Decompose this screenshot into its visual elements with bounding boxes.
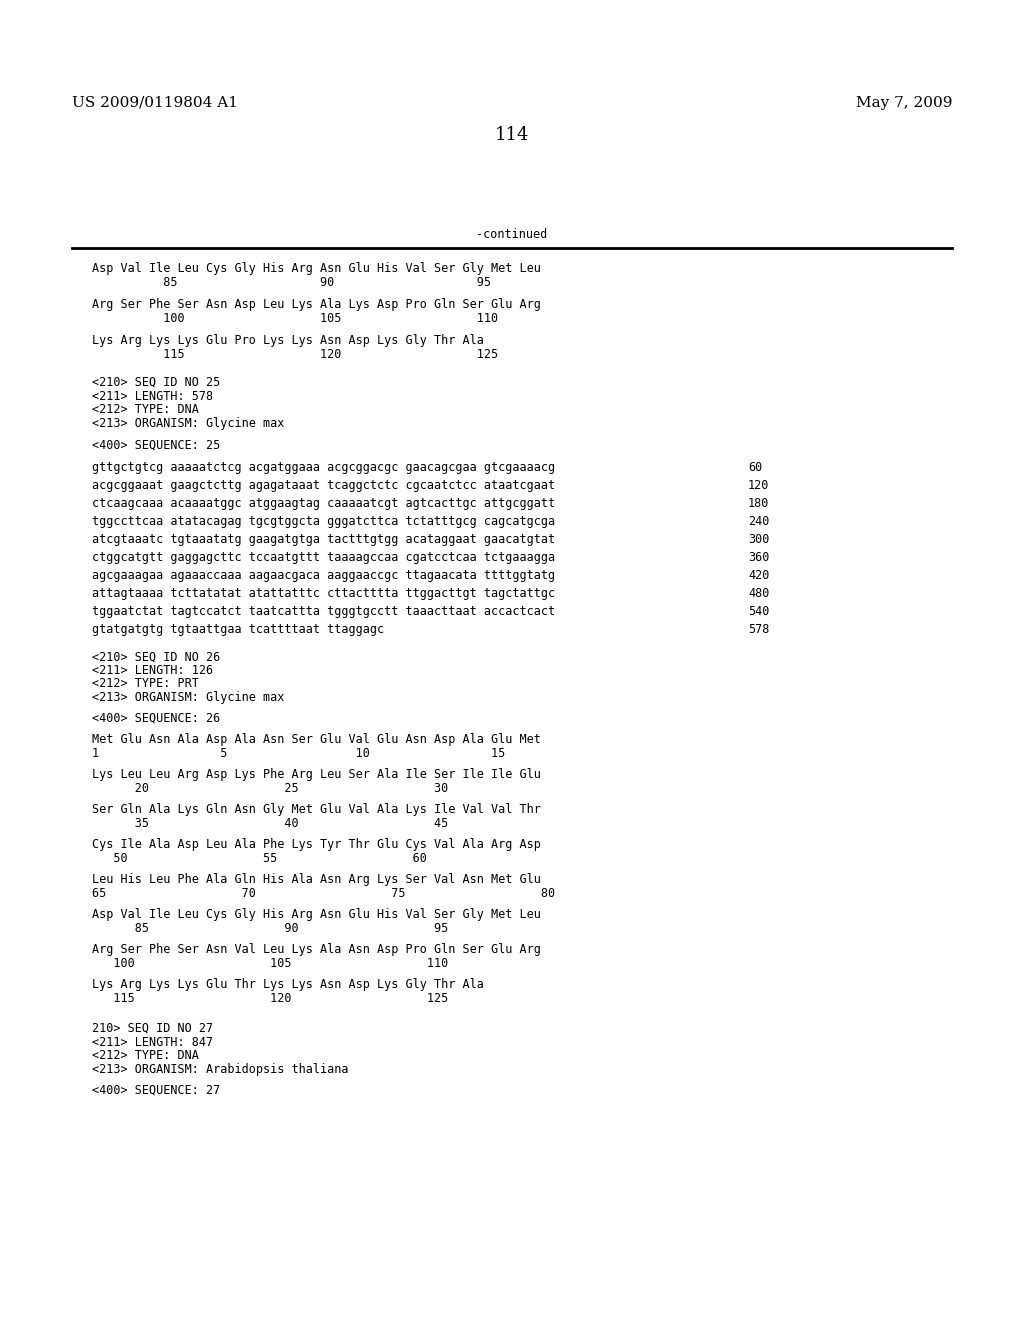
- Text: Arg Ser Phe Ser Asn Asp Leu Lys Ala Lys Asp Pro Gln Ser Glu Arg: Arg Ser Phe Ser Asn Asp Leu Lys Ala Lys …: [92, 298, 541, 312]
- Text: <212> TYPE: PRT: <212> TYPE: PRT: [92, 677, 199, 690]
- Text: May 7, 2009: May 7, 2009: [855, 96, 952, 110]
- Text: ctggcatgtt gaggagcttc tccaatgttt taaaagccaa cgatcctcaa tctgaaagga: ctggcatgtt gaggagcttc tccaatgttt taaaagc…: [92, 550, 555, 564]
- Text: 210> SEQ ID NO 27: 210> SEQ ID NO 27: [92, 1022, 213, 1035]
- Text: Leu His Leu Phe Ala Gln His Ala Asn Arg Lys Ser Val Asn Met Glu: Leu His Leu Phe Ala Gln His Ala Asn Arg …: [92, 873, 541, 886]
- Text: Lys Arg Lys Lys Glu Thr Lys Lys Asn Asp Lys Gly Thr Ala: Lys Arg Lys Lys Glu Thr Lys Lys Asn Asp …: [92, 978, 484, 991]
- Text: Met Glu Asn Ala Asp Ala Asn Ser Glu Val Glu Asn Asp Ala Glu Met: Met Glu Asn Ala Asp Ala Asn Ser Glu Val …: [92, 733, 541, 746]
- Text: 114: 114: [495, 125, 529, 144]
- Text: 100                   105                   110: 100 105 110: [92, 312, 499, 325]
- Text: 100                   105                   110: 100 105 110: [92, 957, 449, 970]
- Text: <213> ORGANISM: Glycine max: <213> ORGANISM: Glycine max: [92, 690, 285, 704]
- Text: 180: 180: [748, 498, 769, 510]
- Text: tggaatctat tagtccatct taatcattta tgggtgcctt taaacttaat accactcact: tggaatctat tagtccatct taatcattta tgggtgc…: [92, 605, 555, 618]
- Text: 115                   120                   125: 115 120 125: [92, 348, 499, 360]
- Text: <211> LENGTH: 126: <211> LENGTH: 126: [92, 664, 213, 677]
- Text: <400> SEQUENCE: 25: <400> SEQUENCE: 25: [92, 440, 220, 451]
- Text: agcgaaagaa agaaaccaaa aagaacgaca aaggaaccgc ttagaacata ttttggtatg: agcgaaagaa agaaaccaaa aagaacgaca aaggaac…: [92, 569, 555, 582]
- Text: Lys Leu Leu Arg Asp Lys Phe Arg Leu Ser Ala Ile Ser Ile Ile Glu: Lys Leu Leu Arg Asp Lys Phe Arg Leu Ser …: [92, 768, 541, 781]
- Text: <211> LENGTH: 847: <211> LENGTH: 847: [92, 1036, 213, 1049]
- Text: 35                   40                   45: 35 40 45: [92, 817, 449, 830]
- Text: tggccttcaa atatacagag tgcgtggcta gggatcttca tctatttgcg cagcatgcga: tggccttcaa atatacagag tgcgtggcta gggatct…: [92, 515, 555, 528]
- Text: 578: 578: [748, 623, 769, 636]
- Text: gtatgatgtg tgtaattgaa tcattttaat ttaggagc: gtatgatgtg tgtaattgaa tcattttaat ttaggag…: [92, 623, 384, 636]
- Text: <210> SEQ ID NO 25: <210> SEQ ID NO 25: [92, 376, 220, 389]
- Text: 20                   25                   30: 20 25 30: [92, 781, 449, 795]
- Text: <213> ORGANISM: Arabidopsis thaliana: <213> ORGANISM: Arabidopsis thaliana: [92, 1063, 348, 1076]
- Text: <213> ORGANISM: Glycine max: <213> ORGANISM: Glycine max: [92, 417, 285, 430]
- Text: -continued: -continued: [476, 228, 548, 242]
- Text: Arg Ser Phe Ser Asn Val Leu Lys Ala Asn Asp Pro Gln Ser Glu Arg: Arg Ser Phe Ser Asn Val Leu Lys Ala Asn …: [92, 942, 541, 956]
- Text: atcgtaaatc tgtaaatatg gaagatgtga tactttgtgg acataggaat gaacatgtat: atcgtaaatc tgtaaatatg gaagatgtga tactttg…: [92, 533, 555, 546]
- Text: 60: 60: [748, 461, 762, 474]
- Text: 240: 240: [748, 515, 769, 528]
- Text: Lys Arg Lys Lys Glu Pro Lys Lys Asn Asp Lys Gly Thr Ala: Lys Arg Lys Lys Glu Pro Lys Lys Asn Asp …: [92, 334, 484, 347]
- Text: 50                   55                   60: 50 55 60: [92, 851, 427, 865]
- Text: 115                   120                   125: 115 120 125: [92, 993, 449, 1005]
- Text: Asp Val Ile Leu Cys Gly His Arg Asn Glu His Val Ser Gly Met Leu: Asp Val Ile Leu Cys Gly His Arg Asn Glu …: [92, 261, 541, 275]
- Text: Ser Gln Ala Lys Gln Asn Gly Met Glu Val Ala Lys Ile Val Val Thr: Ser Gln Ala Lys Gln Asn Gly Met Glu Val …: [92, 803, 541, 816]
- Text: ctcaagcaaa acaaaatggc atggaagtag caaaaatcgt agtcacttgc attgcggatt: ctcaagcaaa acaaaatggc atggaagtag caaaaat…: [92, 498, 555, 510]
- Text: US 2009/0119804 A1: US 2009/0119804 A1: [72, 96, 238, 110]
- Text: <400> SEQUENCE: 27: <400> SEQUENCE: 27: [92, 1084, 220, 1097]
- Text: Cys Ile Ala Asp Leu Ala Phe Lys Tyr Thr Glu Cys Val Ala Arg Asp: Cys Ile Ala Asp Leu Ala Phe Lys Tyr Thr …: [92, 838, 541, 851]
- Text: 65                   70                   75                   80: 65 70 75 80: [92, 887, 555, 900]
- Text: <212> TYPE: DNA: <212> TYPE: DNA: [92, 403, 199, 416]
- Text: 360: 360: [748, 550, 769, 564]
- Text: <210> SEQ ID NO 26: <210> SEQ ID NO 26: [92, 651, 220, 664]
- Text: attagtaaaa tcttatatat atattatttc cttactttta ttggacttgt tagctattgc: attagtaaaa tcttatatat atattatttc cttactt…: [92, 587, 555, 601]
- Text: 120: 120: [748, 479, 769, 492]
- Text: gttgctgtcg aaaaatctcg acgatggaaa acgcggacgc gaacagcgaa gtcgaaaacg: gttgctgtcg aaaaatctcg acgatggaaa acgcgga…: [92, 461, 555, 474]
- Text: Asp Val Ile Leu Cys Gly His Arg Asn Glu His Val Ser Gly Met Leu: Asp Val Ile Leu Cys Gly His Arg Asn Glu …: [92, 908, 541, 921]
- Text: <400> SEQUENCE: 26: <400> SEQUENCE: 26: [92, 711, 220, 725]
- Text: 300: 300: [748, 533, 769, 546]
- Text: 420: 420: [748, 569, 769, 582]
- Text: 85                   90                   95: 85 90 95: [92, 921, 449, 935]
- Text: <212> TYPE: DNA: <212> TYPE: DNA: [92, 1049, 199, 1063]
- Text: 540: 540: [748, 605, 769, 618]
- Text: 85                    90                    95: 85 90 95: [92, 276, 492, 289]
- Text: 480: 480: [748, 587, 769, 601]
- Text: <211> LENGTH: 578: <211> LENGTH: 578: [92, 389, 213, 403]
- Text: 1                 5                  10                 15: 1 5 10 15: [92, 747, 506, 760]
- Text: acgcggaaat gaagctcttg agagataaat tcaggctctc cgcaatctcc ataatcgaat: acgcggaaat gaagctcttg agagataaat tcaggct…: [92, 479, 555, 492]
